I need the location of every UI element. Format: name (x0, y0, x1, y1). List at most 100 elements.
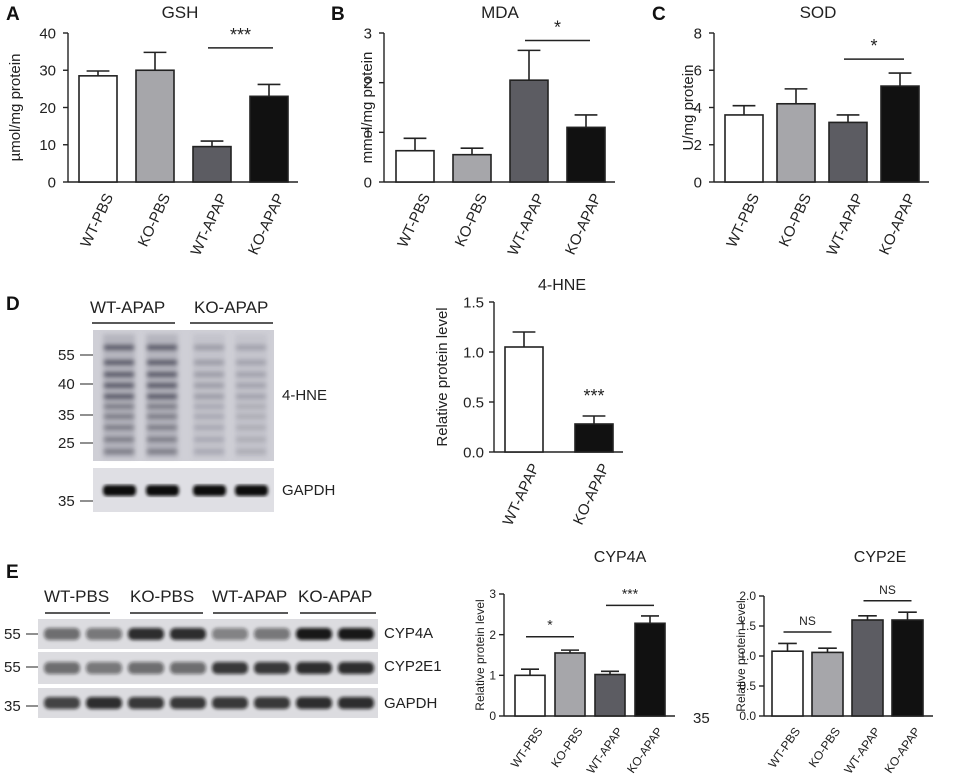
blot-band (236, 345, 266, 350)
blot-band (104, 394, 134, 399)
blot-band (103, 485, 136, 496)
y-axis-label: µmol/mg protein (7, 54, 24, 162)
blot-band (104, 372, 134, 377)
significance-label: *** (583, 386, 604, 406)
panel-letter-c: C (652, 4, 666, 25)
chart-mda: MDA mmol/mg protein 0 1 2 3 WT-PBS KO-PBS WT-APA… (359, 3, 615, 258)
x-tick-label: KO-PBS (135, 191, 174, 250)
y-axis-label: mmol/mg protein (359, 52, 376, 164)
x-tick-label: WT-APAP (505, 191, 548, 258)
x-tick-label: KO-APAP (882, 725, 924, 776)
y-tick-label: 8 (694, 25, 702, 42)
blot-d-mw-marker: 40 (58, 376, 75, 393)
blot-band (147, 383, 177, 388)
x-tick-label: WT-PBS (394, 191, 434, 250)
blot-band (236, 425, 266, 430)
blot-band (128, 628, 164, 640)
y-tick-label: 40 (39, 25, 56, 42)
y-tick-label: 4 (694, 100, 702, 117)
blot-band (194, 449, 224, 454)
blot-band (104, 383, 134, 388)
y-axis-label: Relative protein level (473, 599, 487, 710)
x-tick-label: KO-APAP (624, 725, 666, 776)
blot-d-mw-marker: 25 (58, 435, 75, 452)
bar (509, 79, 549, 183)
blot-band (193, 485, 226, 496)
y-tick-label: 0.0 (463, 444, 484, 461)
blot-band (254, 697, 290, 709)
blot-band (44, 628, 80, 640)
chart-title: MDA (481, 3, 519, 22)
blot-d-label-hne: 4-HNE (282, 387, 327, 404)
blot-band (104, 437, 134, 442)
significance-label: NS (879, 583, 896, 597)
y-tick-label: 0 (364, 174, 372, 191)
panel-letter-b: B (331, 4, 345, 25)
blot-band (338, 628, 374, 640)
blot-band (212, 697, 248, 709)
x-tick-label: WT-PBS (77, 191, 117, 250)
blot-band (170, 628, 206, 640)
western-blot-e: WT-PBS KO-PBS WT-APAP KO-APAP 55 55 35 C… (4, 587, 710, 727)
x-tick-label: WT-APAP (584, 725, 626, 777)
y-tick-label: 1.0 (463, 344, 484, 361)
y-tick-label: 6 (694, 63, 702, 80)
blot-band (338, 697, 374, 709)
blot-band (236, 449, 266, 454)
chart-title: CYP2E (854, 549, 906, 566)
x-tick-label: KO-APAP (876, 191, 919, 258)
y-tick-label: 0 (489, 709, 496, 723)
blot-band (254, 662, 290, 674)
bar (78, 75, 118, 183)
bar (566, 126, 606, 183)
bar (135, 69, 175, 183)
blot-band (236, 383, 266, 388)
blot-d-group-label: WT-APAP (90, 298, 165, 317)
y-tick-label: 1.5 (463, 294, 484, 311)
blot-e-mw-marker: 35 (4, 698, 21, 715)
y-tick-label: 1.0 (739, 649, 756, 663)
blot-d-mw-marker: 55 (58, 347, 75, 364)
blot-e-group-label: KO-PBS (130, 587, 194, 606)
bar (554, 652, 586, 717)
y-tick-label: 2.0 (739, 589, 756, 603)
y-tick-label: 20 (39, 100, 56, 117)
blot-band (194, 345, 224, 350)
blot-e-mw-marker: 55 (4, 659, 21, 676)
blot-band (44, 697, 80, 709)
blot-band (147, 437, 177, 442)
bar (249, 95, 289, 183)
blot-band (104, 404, 134, 409)
significance-label: NS (799, 614, 816, 628)
blot-band (147, 394, 177, 399)
blot-band (86, 662, 122, 674)
y-axis-label: U/mg protein (680, 65, 697, 151)
bar (880, 85, 920, 183)
blot-band (104, 345, 134, 350)
chart-hne: 4-HNE Relative protein level 0.0 0.5 1.0 1.5 W… (434, 277, 623, 528)
blot-d-mw-marker: 35 (58, 493, 75, 510)
x-tick-label: WT-APAP (824, 191, 867, 258)
blot-band (235, 485, 268, 496)
blot-band (170, 662, 206, 674)
blot-band (296, 662, 332, 674)
blot-band (147, 425, 177, 430)
blot-band (170, 697, 206, 709)
blot-e-group-label: WT-APAP (212, 587, 287, 606)
blot-e-bands (44, 628, 374, 709)
bar (828, 121, 868, 183)
x-tick-label: KO-PBS (776, 191, 815, 250)
bar (452, 153, 492, 183)
bar (514, 674, 546, 717)
blot-band (146, 485, 179, 496)
significance-label: * (870, 36, 877, 56)
blot-band (254, 628, 290, 640)
panel-letter-e: E (6, 562, 19, 583)
y-tick-label: 2 (694, 137, 702, 154)
blot-band (147, 414, 177, 419)
blot-e-group-label: WT-PBS (44, 587, 109, 606)
blot-band (128, 662, 164, 674)
x-tick-label: KO-APAP (245, 191, 288, 258)
